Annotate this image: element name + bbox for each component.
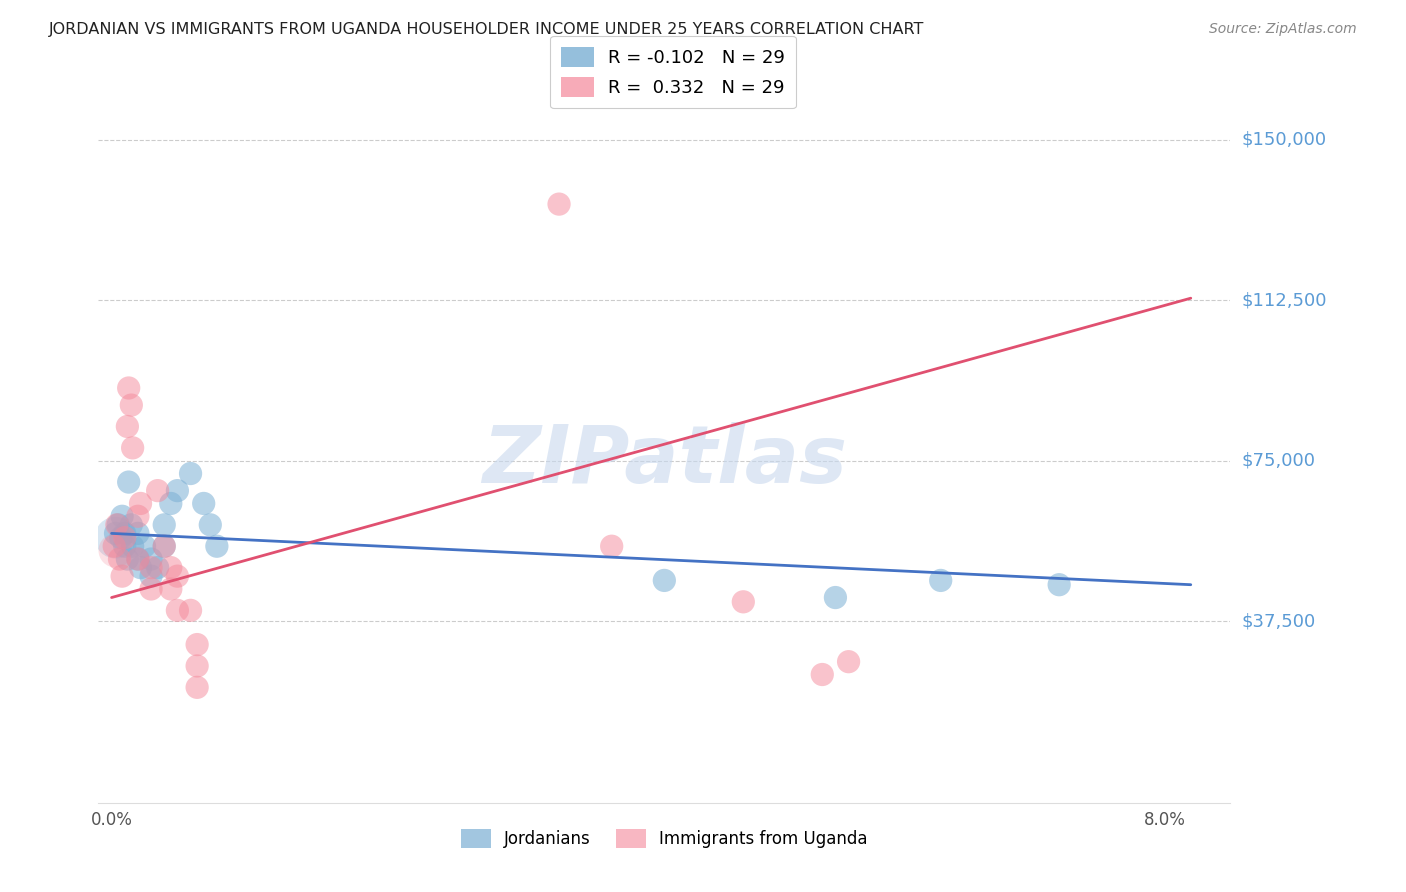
Point [1047, 578, 1070, 592]
Text: $150,000: $150,000 [1241, 131, 1326, 149]
Point [120, 398, 142, 412]
Point [118, 475, 141, 489]
Text: ZIPatlas: ZIPatlas [482, 422, 846, 500]
Point [186, 638, 208, 652]
Point [134, 539, 156, 553]
Point [104, 531, 127, 545]
Point [929, 574, 952, 588]
Point [114, 526, 136, 541]
Point [127, 552, 149, 566]
Point [548, 197, 571, 211]
Point [107, 517, 129, 532]
Point [153, 517, 176, 532]
Point [159, 496, 181, 510]
Point [114, 539, 136, 553]
Point [139, 582, 162, 596]
Point [166, 569, 188, 583]
Point [104, 526, 127, 541]
Point [111, 509, 134, 524]
Point [118, 381, 141, 395]
Point [103, 539, 125, 553]
Point [139, 552, 162, 566]
Point [117, 419, 139, 434]
Point [153, 539, 176, 553]
Point [105, 517, 128, 532]
Point [186, 659, 208, 673]
Point [139, 560, 162, 574]
Point [652, 574, 675, 588]
Point [166, 483, 188, 498]
Point [205, 539, 228, 553]
Point [110, 531, 132, 545]
Point [108, 552, 131, 566]
Text: JORDANIAN VS IMMIGRANTS FROM UGANDA HOUSEHOLDER INCOME UNDER 25 YEARS CORRELATIO: JORDANIAN VS IMMIGRANTS FROM UGANDA HOUS… [49, 22, 925, 37]
Point [186, 681, 208, 695]
Point [166, 603, 188, 617]
Text: Source: ZipAtlas.com: Source: ZipAtlas.com [1209, 22, 1357, 37]
Point [200, 517, 222, 532]
Legend: Jordanians, Immigrants from Uganda: Jordanians, Immigrants from Uganda [453, 821, 876, 856]
Point [129, 496, 152, 510]
Text: $37,500: $37,500 [1241, 612, 1316, 630]
Point [139, 569, 162, 583]
Point [127, 552, 149, 566]
Text: $112,500: $112,500 [1241, 292, 1327, 310]
Point [114, 531, 136, 545]
Point [127, 509, 149, 524]
Point [146, 560, 169, 574]
Point [153, 539, 176, 553]
Point [104, 543, 127, 558]
Text: $75,000: $75,000 [1241, 451, 1316, 470]
Point [180, 603, 202, 617]
Point [159, 560, 181, 574]
Point [121, 539, 143, 553]
Point [129, 560, 152, 574]
Point [111, 569, 134, 583]
Point [733, 595, 755, 609]
Point [600, 539, 623, 553]
Point [121, 441, 143, 455]
Point [838, 655, 860, 669]
Point [811, 667, 834, 681]
Point [824, 591, 846, 605]
Point [146, 483, 169, 498]
Point [180, 467, 202, 481]
Point [117, 552, 139, 566]
Point [193, 496, 215, 510]
Point [159, 582, 181, 596]
Point [120, 517, 142, 532]
Point [127, 526, 149, 541]
